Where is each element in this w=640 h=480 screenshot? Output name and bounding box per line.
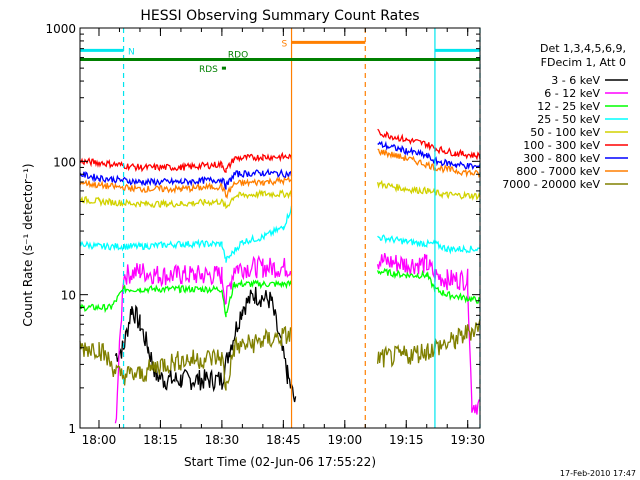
legend-label-7000-20000-kev: 7000 - 20000 keV [502, 178, 600, 191]
x-tick-label-18-15: 18:15 [143, 433, 178, 447]
flag-label-n-0: N [128, 47, 135, 57]
legend-label-50-100-kev: 50 - 100 keV [530, 126, 600, 139]
y-tick-label-10: 10 [61, 289, 76, 303]
series-line-7000-20000-kev [79, 318, 481, 391]
legend-label-25-50-kev: 25 - 50 keV [537, 113, 600, 126]
x-axis-label: Start Time (02-Jun-06 17:55:22) [184, 455, 376, 469]
flag-label-rdo-3: RDO [228, 51, 248, 61]
x-tick-label-18-30: 18:30 [205, 433, 240, 447]
legend-header-decimation: FDecim 1, Att 0 [541, 56, 626, 69]
legend-label-300-800-kev: 300 - 800 keV [523, 152, 600, 165]
legend-label-12-25-kev: 12 - 25 keV [537, 100, 600, 113]
legend-label-800-7000-kev: 800 - 7000 keV [516, 165, 600, 178]
legend-label-3-6-kev: 3 - 6 keV [551, 74, 600, 87]
flag-label-rds-4: RDS [199, 65, 218, 75]
series-line-6-12-kev [114, 252, 481, 424]
y-tick-label-1000: 1000 [45, 22, 76, 36]
axis-layer: 1 10 100 1000 18:00 18:15 18:30 18:45 19:00 19:15… [45, 22, 485, 447]
series-line-300-800-kev [79, 140, 481, 190]
flag-label-s-2: S [282, 39, 288, 49]
series-line-50-100-kev [79, 179, 481, 210]
footer-timestamp: 17-Feb-2010 17:47 [560, 469, 636, 478]
legend-header-detectors: Det 1,3,4,5,6,9, [540, 42, 626, 55]
chart-title: HESSI Observing Summary Count Rates [140, 8, 419, 24]
series-line-25-50-kev [79, 205, 481, 263]
x-tick-label-18-45: 18:45 [266, 433, 301, 447]
x-tick-label-19-15: 19:15 [389, 433, 424, 447]
legend-label-6-12-kev: 6 - 12 keV [544, 87, 600, 100]
x-tick-label-18-00: 18:00 [82, 433, 117, 447]
legend-label-100-300-kev: 100 - 300 keV [523, 139, 600, 152]
y-axis-label: Count Rate (s⁻¹ detector⁻¹) [21, 163, 35, 326]
y-tick-label-100: 100 [53, 155, 76, 169]
x-tick-label-19-00: 19:00 [328, 433, 363, 447]
series-line-12-25-kev [79, 267, 481, 318]
series-line-3-6-kev [114, 286, 297, 403]
y-tick-label-1: 1 [68, 422, 76, 436]
x-tick-label-19-30: 19:30 [450, 433, 485, 447]
series-line-100-300-kev [79, 128, 481, 173]
plot-frame [79, 27, 481, 429]
series-line-800-7000-kev [79, 148, 481, 200]
